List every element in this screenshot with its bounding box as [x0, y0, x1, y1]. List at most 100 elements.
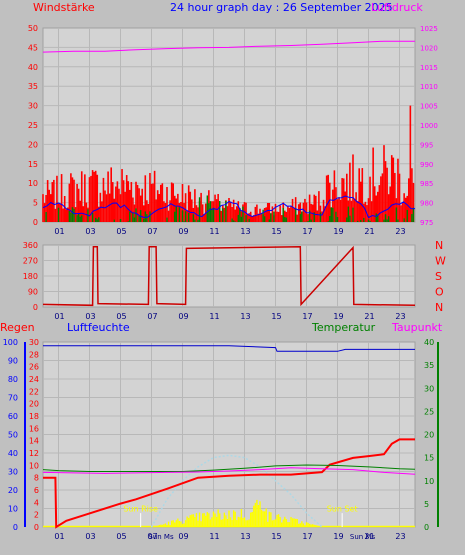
x-tick-label: 01 [54, 227, 64, 236]
x-tick-label: 15 [271, 532, 281, 541]
temperatur-label: Temperatur [311, 321, 376, 334]
humidity-tick-label: 0 [13, 523, 18, 532]
windstaerke-label: Windstärke [33, 1, 95, 14]
x-tick-label: 03 [85, 227, 95, 236]
direction-tick-label: 270 [23, 257, 38, 266]
humidity-tick-label: 70 [8, 394, 18, 403]
x-tick-label: 05 [116, 532, 126, 541]
x-tick-label: 19 [333, 227, 343, 236]
x-tick-label: 13 [240, 227, 250, 236]
humidity-tick-label: 20 [8, 486, 18, 495]
left-tick-label: 0 [33, 218, 38, 227]
sunset-label: Sun Set [327, 505, 358, 514]
compass-label: N [435, 301, 443, 314]
left-tick-label: 10 [28, 179, 38, 188]
temperature-tick-label: 5 [424, 500, 429, 509]
luftdruck-label: Luftdruck [371, 1, 423, 14]
solar-bars [152, 499, 322, 527]
x-tick-label: 01 [54, 312, 64, 321]
x-tick-label: 13 [240, 312, 250, 321]
humidity-tick-label: 90 [8, 357, 18, 366]
rain-tick-label: 16 [29, 424, 39, 433]
pressure-line [42, 40, 415, 53]
x-tick-label: 19 [333, 532, 343, 541]
right-tick-label: 1000 [420, 122, 438, 130]
sun-ms-label: Sun Ms [148, 533, 174, 541]
rain-tick-label: 20 [29, 400, 39, 409]
x-tick-label: 05 [116, 312, 126, 321]
left-tick-label: 20 [28, 140, 38, 149]
left-tick-label: 45 [28, 43, 38, 52]
right-tick-label: 975 [420, 219, 433, 227]
x-tick-label: 23 [395, 532, 405, 541]
temperature-tick-label: 20 [424, 431, 434, 440]
x-tick-label: 03 [85, 312, 95, 321]
chart-title: 24 hour graph day : 26 September 2025 [170, 1, 393, 14]
x-tick-label: 01 [54, 532, 64, 541]
luftfeuchte-label: Luftfeuchte [67, 321, 130, 334]
direction-tick-label: 180 [23, 272, 38, 281]
x-tick-label: 09 [178, 227, 188, 236]
compass-label: W [435, 255, 446, 268]
x-tick-label: 11 [209, 532, 219, 541]
rain-tick-label: 0 [34, 523, 39, 532]
regen-label: Regen [0, 321, 35, 334]
right-tick-label: 990 [420, 161, 433, 169]
x-tick-label: 23 [395, 227, 405, 236]
wind-direction-line [42, 245, 416, 307]
right-tick-label: 1020 [420, 44, 438, 52]
x-tick-label: 07 [147, 312, 157, 321]
rain-tick-label: 14 [29, 437, 39, 446]
left-tick-label: 50 [28, 24, 38, 33]
luftfeuchte-line [43, 345, 415, 352]
rain-tick-label: 22 [29, 387, 39, 396]
humidity-tick-label: 30 [8, 468, 18, 477]
left-tick-label: 35 [28, 82, 38, 91]
humidity-tick-label: 50 [8, 431, 18, 440]
regen-line [43, 438, 415, 529]
rain-tick-label: 12 [29, 449, 39, 458]
left-tick-label: 5 [33, 199, 38, 208]
left-tick-label: 25 [28, 121, 38, 130]
humidity-tick-label: 10 [8, 505, 18, 514]
rain-tick-label: 6 [34, 486, 39, 495]
right-tick-label: 1025 [420, 25, 438, 33]
temperature-tick-label: 10 [424, 477, 434, 486]
x-tick-label: 17 [302, 532, 312, 541]
x-tick-label: 11 [209, 312, 219, 321]
x-tick-label: 09 [178, 532, 188, 541]
sunrise-label: Sun Rise [123, 505, 158, 514]
compass-label: S [435, 270, 442, 283]
temperature-tick-label: 15 [424, 454, 434, 463]
right-tick-label: 1010 [420, 83, 438, 91]
direction-tick-label: 0 [33, 303, 38, 312]
temperature-tick-label: 25 [424, 407, 434, 416]
left-tick-label: 30 [28, 102, 38, 111]
x-tick-label: 23 [395, 312, 405, 321]
x-tick-label: 07 [147, 227, 157, 236]
x-tick-label: 11 [209, 227, 219, 236]
right-tick-label: 985 [420, 180, 433, 188]
temperature-tick-label: 40 [424, 338, 434, 347]
right-tick-label: 980 [420, 200, 433, 208]
direction-tick-label: 360 [23, 241, 38, 250]
humidity-tick-label: 60 [8, 412, 18, 421]
rain-tick-label: 30 [29, 338, 39, 347]
taupunkt-line [42, 467, 416, 475]
x-tick-label: 07 [147, 532, 157, 541]
humidity-tick-label: 100 [3, 338, 18, 347]
sun-ms-label: Sun Ms [350, 533, 376, 541]
direction-tick-label: 90 [28, 288, 38, 297]
x-tick-label: 15 [271, 312, 281, 321]
x-tick-label: 05 [116, 227, 126, 236]
x-tick-label: 17 [302, 227, 312, 236]
temperature-tick-label: 35 [424, 361, 434, 370]
temperature-tick-label: 0 [424, 523, 429, 532]
rain-tick-label: 26 [29, 363, 39, 372]
rain-tick-label: 10 [29, 461, 39, 470]
compass-label: N [435, 239, 443, 252]
x-tick-label: 21 [364, 227, 374, 236]
x-tick-label: 17 [302, 312, 312, 321]
taupunkt-label: Taupunkt [391, 321, 443, 334]
right-tick-label: 995 [420, 141, 433, 149]
